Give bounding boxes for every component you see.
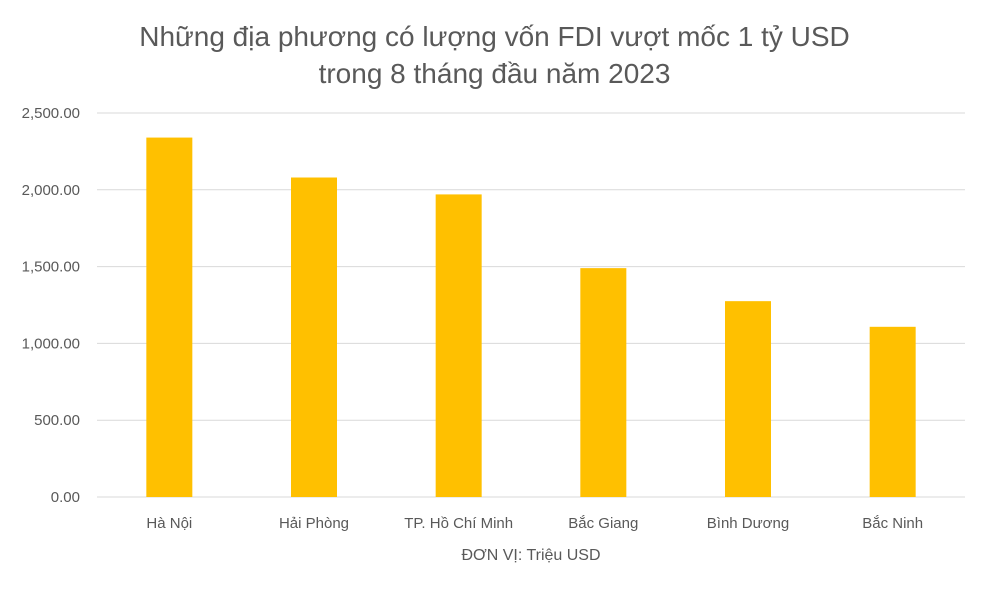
- chart-title-block: Những địa phương có lượng vốn FDI vượt m…: [0, 18, 989, 92]
- x-category-label: Hải Phòng: [279, 515, 349, 532]
- bar: [146, 137, 193, 498]
- y-tick-label: 1,000.00: [22, 335, 80, 352]
- gridlines: [97, 112, 965, 498]
- bar: [725, 301, 771, 497]
- x-axis-categories: Hà Nội Hải Phòng TP. Hồ Chí Minh Bắc Giang B…: [146, 515, 923, 532]
- y-tick-label: 1,500.00: [22, 259, 80, 276]
- y-tick-label: 2,500.00: [22, 105, 80, 122]
- y-tick-label: 2,000.00: [22, 182, 80, 199]
- bar: [435, 194, 482, 497]
- bar: [291, 177, 337, 497]
- chart-subtitle: trong 8 tháng đầu năm 2023: [318, 58, 671, 89]
- x-category-label: Bắc Giang: [568, 515, 638, 532]
- x-category-label: TP. Hồ Chí Minh: [404, 515, 513, 532]
- bars: [146, 137, 916, 498]
- x-category-label: Hà Nội: [146, 515, 192, 532]
- y-tick-label: 500.00: [34, 412, 80, 429]
- y-axis-ticks: 0.00 500.00 1,000.00 1,500.00 2,000.00 2,500.…: [22, 105, 80, 506]
- y-tick-label: 0.00: [51, 489, 80, 506]
- x-category-label: Bình Dương: [707, 515, 789, 532]
- x-axis-title: ĐƠN VỊ: Triệu USD: [461, 547, 600, 564]
- chart-title: Những địa phương có lượng vốn FDI vượt m…: [139, 21, 850, 52]
- bar: [580, 268, 627, 497]
- x-category-label: Bắc Ninh: [862, 515, 923, 532]
- bar: [869, 326, 916, 497]
